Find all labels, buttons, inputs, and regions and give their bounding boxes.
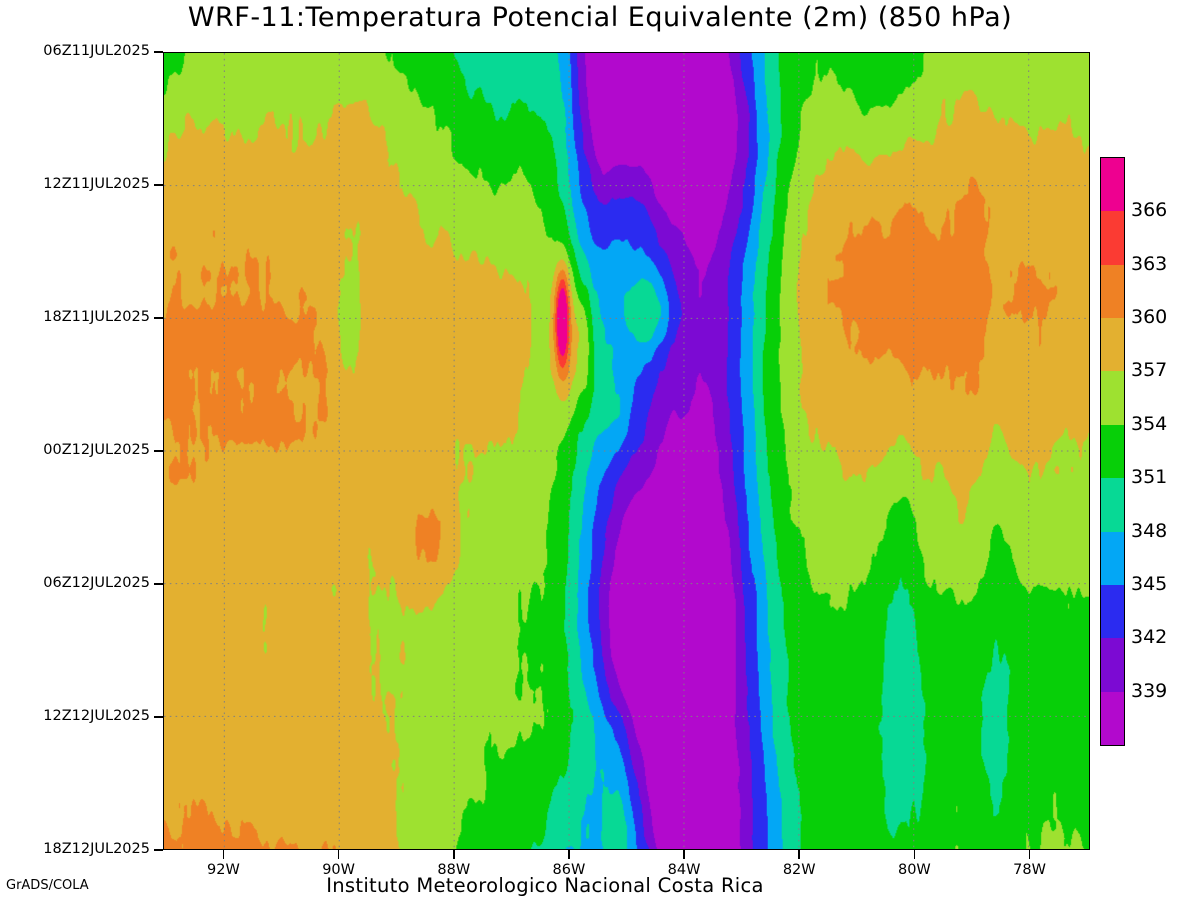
colorbar-band <box>1101 264 1124 319</box>
colorbar-tick-label: 345 <box>1131 572 1168 595</box>
y-axis-tick <box>154 51 163 53</box>
colorbar[interactable] <box>1100 157 1125 746</box>
y-axis-tick <box>154 849 163 851</box>
grads-credit: GrADS/COLA <box>6 878 89 893</box>
chart-title: WRF-11:Temperatura Potencial Equivalente… <box>187 2 1013 33</box>
x-axis-tick <box>568 850 570 859</box>
colorbar-tick-label: 357 <box>1131 359 1168 382</box>
y-axis-label: 12Z11JUL2025 <box>43 176 150 192</box>
x-axis-label: 86W <box>552 862 586 878</box>
colorbar-band <box>1101 638 1124 692</box>
x-axis-tick <box>453 850 455 859</box>
colorbar-tick-label: 342 <box>1131 626 1168 649</box>
colorbar-tick-label: 351 <box>1131 466 1168 489</box>
contour-field <box>164 53 1089 849</box>
plot-area <box>163 52 1090 850</box>
x-axis-label: 90W <box>322 862 356 878</box>
x-axis-label: 80W <box>897 862 931 878</box>
colorbar-tick-label: 339 <box>1131 679 1168 702</box>
y-axis-tick <box>154 583 163 585</box>
x-axis-tick <box>798 850 800 859</box>
y-axis-tick <box>154 716 163 718</box>
y-axis-tick <box>154 184 163 186</box>
colorbar-band <box>1101 584 1124 639</box>
y-axis-label: 06Z12JUL2025 <box>43 575 150 591</box>
y-axis-label: 18Z11JUL2025 <box>43 309 150 325</box>
y-axis-tick <box>154 450 163 452</box>
colorbar-tick-label: 363 <box>1131 252 1168 275</box>
y-axis-label: 12Z12JUL2025 <box>43 708 150 724</box>
x-axis-label: 78W <box>1013 862 1046 878</box>
colorbar-band <box>1101 691 1124 745</box>
x-axis-tick <box>1028 850 1031 859</box>
y-axis-tick <box>154 317 163 319</box>
x-axis-label: 88W <box>437 862 471 878</box>
x-axis-tick <box>337 850 340 859</box>
colorbar-tick-label: 354 <box>1131 412 1168 435</box>
x-axis-tick <box>683 850 685 859</box>
x-axis-label: 82W <box>782 862 816 878</box>
institute-caption: Instituto Meteorologico Nacional Costa R… <box>326 874 764 897</box>
y-axis-label: 18Z12JUL2025 <box>43 841 150 857</box>
colorbar-tick-label: 360 <box>1131 306 1168 329</box>
colorbar-band <box>1101 318 1124 372</box>
y-axis-label: 00Z12JUL2025 <box>43 442 150 458</box>
x-axis-tick <box>222 850 225 859</box>
x-axis-label: 84W <box>667 862 701 878</box>
colorbar-band <box>1101 158 1124 212</box>
colorbar-band <box>1101 531 1124 585</box>
colorbar-band <box>1101 424 1124 479</box>
colorbar-tick-label: 348 <box>1131 519 1168 542</box>
colorbar-band <box>1101 478 1124 532</box>
colorbar-tick-label: 366 <box>1131 199 1168 222</box>
x-axis-tick <box>913 850 916 859</box>
x-axis-label: 92W <box>207 862 240 878</box>
colorbar-band <box>1101 371 1124 425</box>
y-axis-label: 06Z11JUL2025 <box>43 43 150 59</box>
colorbar-band <box>1101 211 1124 265</box>
